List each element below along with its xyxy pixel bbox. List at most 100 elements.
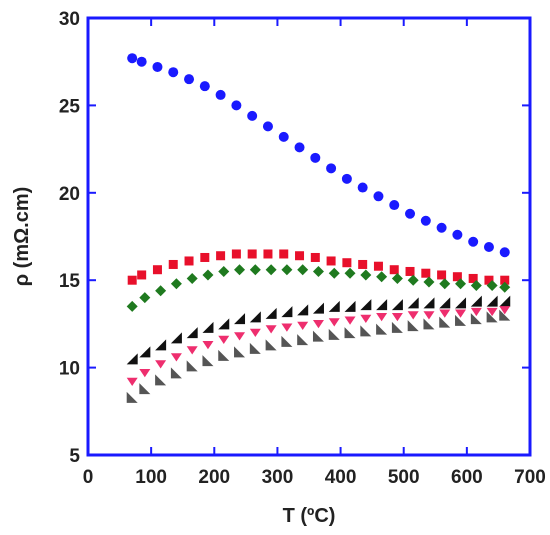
series-5-point (281, 323, 293, 332)
series-1-point (436, 222, 447, 233)
series-6-point (455, 314, 467, 326)
x-tick-label: 200 (198, 467, 230, 488)
series-6-point (297, 334, 309, 346)
series-5-point (391, 313, 403, 322)
series-2-point (168, 259, 178, 269)
series-1-point (136, 56, 147, 67)
x-tick-label: 400 (325, 467, 357, 488)
series-6-point (170, 367, 182, 379)
series-5-point (455, 309, 467, 318)
series-4-point (344, 300, 356, 312)
series-3-point (170, 278, 182, 290)
series-1-point (310, 152, 321, 163)
series-5-point (170, 353, 182, 362)
series-4-point (281, 306, 293, 318)
series-2-point (263, 249, 273, 259)
series-3-point (360, 269, 372, 281)
series-5-point (376, 313, 388, 322)
series-6-point (499, 309, 511, 321)
series-5-point (499, 306, 511, 315)
x-tick-label: 600 (451, 467, 483, 488)
series-1-point (231, 100, 242, 111)
series-2-point (216, 251, 226, 261)
series-3-point (281, 264, 293, 276)
series-1-point (420, 215, 431, 226)
series-5-point (234, 332, 246, 341)
x-tick-labels: 0 100 200 300 400 500 600 700 (83, 467, 546, 488)
series-1-point (357, 182, 368, 193)
series-6-point (186, 360, 198, 372)
series-5-point (202, 341, 214, 350)
series-4-point (499, 295, 511, 307)
series-2-point (152, 265, 162, 275)
plot-frame (86, 16, 532, 457)
series-6-point (344, 327, 356, 339)
series-2-point (279, 249, 289, 259)
series-3-point (391, 272, 403, 284)
series-3-point (344, 267, 356, 279)
series-5-point (155, 360, 167, 369)
y-tick-label: 5 (69, 446, 80, 467)
x-tick-label: 0 (83, 467, 94, 488)
series-6-point (439, 316, 451, 328)
series-3-point (328, 267, 340, 279)
series-5-point (186, 346, 198, 355)
series-4-point (155, 339, 167, 351)
series-2-point (326, 256, 336, 266)
series-4-point (186, 327, 198, 339)
series-4-point (218, 318, 230, 330)
series-6-point (470, 313, 482, 325)
series-2-point (184, 256, 194, 266)
series-4-point (265, 307, 277, 319)
series-2-point (310, 252, 320, 262)
series-3-point (155, 285, 167, 297)
series-2-point (358, 259, 368, 269)
series-6-point (265, 339, 277, 351)
series-3-point (407, 274, 419, 286)
series-5-point (344, 316, 356, 325)
y-axis-title: ρ (mΩ.cm) (11, 187, 33, 287)
series-3-point (249, 264, 261, 276)
series-6-point (312, 330, 324, 342)
series-3-point (423, 276, 435, 288)
series-4-point (423, 297, 435, 309)
series-6-point (218, 349, 230, 361)
series-3-point (486, 279, 498, 291)
series-4-point (126, 353, 138, 365)
series-1-point (278, 131, 289, 142)
series-4-point (249, 311, 261, 323)
series-3-point (455, 278, 467, 290)
series-6-point (328, 328, 340, 340)
series-1-point (389, 200, 400, 211)
series-5-point (139, 368, 151, 378)
series-6-point (423, 318, 435, 330)
y-tick-label: 25 (59, 96, 81, 117)
y-tick-label: 20 (59, 184, 80, 205)
series-4-point (391, 299, 403, 311)
series-3-point (234, 264, 246, 276)
series-4-point (234, 313, 246, 325)
data-markers (126, 53, 511, 403)
series-6-point (391, 321, 403, 333)
series-5-point (265, 325, 277, 334)
series-1-point (184, 74, 195, 85)
series-5-point (470, 307, 482, 317)
series-5-point (249, 328, 261, 338)
series-6-point (376, 323, 388, 335)
series-5-point (360, 314, 372, 324)
x-axis-title: T (ºC) (283, 505, 336, 527)
series-6-point (126, 391, 138, 403)
series-4-point (328, 300, 340, 312)
series-4-point (439, 297, 451, 309)
series-6-point (139, 383, 151, 395)
series-4-point (360, 299, 372, 311)
series-6-point (407, 320, 419, 332)
series-2-point (247, 249, 257, 259)
x-tick-label: 500 (388, 467, 420, 488)
series-2-point (342, 258, 352, 268)
series-1-point (452, 229, 463, 240)
series-3-point (312, 265, 324, 277)
series-1-point (199, 81, 210, 92)
series-2-point (484, 275, 494, 285)
series-3-point (126, 300, 138, 312)
